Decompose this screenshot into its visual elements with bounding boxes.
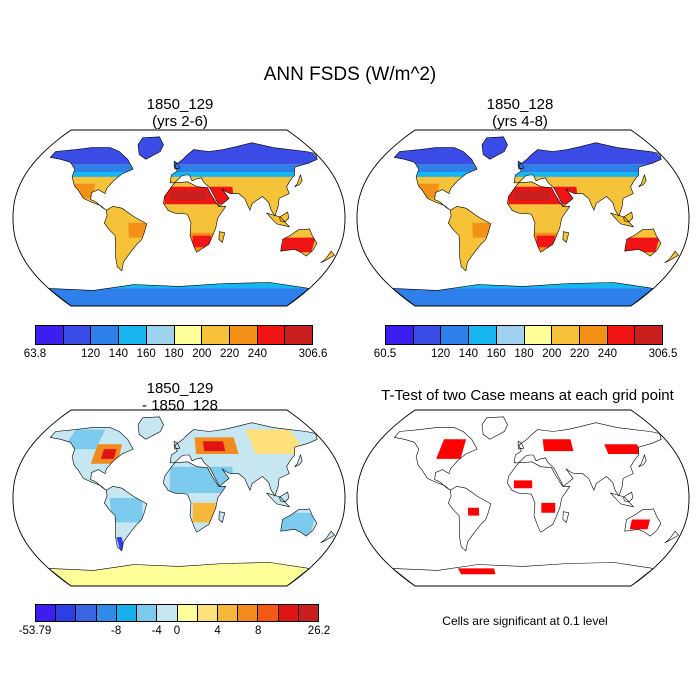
colorbar-swatch <box>441 326 470 344</box>
colorbar-swatch <box>217 605 239 621</box>
panel-title-line1: 1850_129 <box>146 96 214 113</box>
colorbar-tick-label: 220 <box>220 348 240 360</box>
panel-title-line1: 1850_129 <box>146 380 214 397</box>
panel-title-line2: (yrs 4-8) <box>492 113 548 130</box>
colorbar-tick-label: 160 <box>136 348 156 360</box>
colorbar-tick-label: 240 <box>247 348 267 360</box>
colorbar-swatch <box>238 605 259 621</box>
colorbar-swatch <box>202 326 230 344</box>
colorbar-tick-label: 60.5 <box>373 348 397 360</box>
colorbar-swatch <box>36 605 57 621</box>
colorbar-tick-label: 200 <box>192 348 212 360</box>
colorbar-tick-label: 306.5 <box>648 348 678 360</box>
map-border <box>12 129 346 307</box>
colorbar-swatch <box>229 326 258 344</box>
colorbar-swatch <box>96 605 117 621</box>
colorbar-swatch <box>258 605 279 621</box>
colorbar-tick-label: 240 <box>597 348 617 360</box>
colorbar-swatch <box>496 326 525 344</box>
colorbar-swatch <box>91 326 120 344</box>
map-border <box>12 409 346 587</box>
map-bottom-left <box>12 409 346 587</box>
colorbar-swatch <box>257 326 286 344</box>
map-field <box>436 439 651 575</box>
colorbar-tick-label: 120 <box>81 348 101 360</box>
panel-title-bottom-right: T-Test of two Case means at each grid po… <box>355 387 700 404</box>
colorbar-tick-label: 26.2 <box>307 625 331 637</box>
colorbar-swatch <box>285 326 313 344</box>
colorbar-swatch <box>157 605 178 621</box>
panel-title-top-left: 1850_129 (yrs 2-6) <box>80 96 280 130</box>
colorbar-swatch <box>635 326 663 344</box>
colorbar-tick-label: 0 <box>173 625 181 637</box>
colorbar-tick-label: 200 <box>542 348 562 360</box>
colorbar-swatch <box>137 605 158 621</box>
panel-title-line1: T-Test of two Case means at each grid po… <box>381 387 674 404</box>
colorbar-swatch <box>607 326 636 344</box>
map-background <box>357 410 689 586</box>
map-border <box>356 409 690 587</box>
colorbar-tick-label: 160 <box>486 348 506 360</box>
colorbar-swatch <box>469 326 497 344</box>
colorbar-swatch <box>298 605 319 621</box>
colorbar-swatch <box>177 605 198 621</box>
colorbar-tick-label: 4 <box>214 625 221 637</box>
colorbar-tick-label: 306.6 <box>298 348 328 360</box>
colorbar-tick-label: 220 <box>570 348 590 360</box>
colorbar-swatch <box>36 326 64 344</box>
colorbar-top-right <box>385 325 663 345</box>
colorbar-swatch <box>524 326 553 344</box>
colorbar-swatch <box>197 605 218 621</box>
colorbar-swatch <box>76 605 97 621</box>
colorbar-swatch <box>146 326 175 344</box>
colorbar-swatch <box>579 326 608 344</box>
colorbar-swatch <box>413 326 442 344</box>
colorbar-swatch <box>119 326 147 344</box>
colorbar-tick-label: 180 <box>164 348 184 360</box>
colorbar-tick-label: 180 <box>514 348 534 360</box>
panel-title-top-right: 1850_128 (yrs 4-8) <box>420 96 620 130</box>
colorbar-swatch <box>552 326 580 344</box>
map-top-left <box>12 129 346 307</box>
significance-note: Cells are significant at 0.1 level <box>442 614 608 628</box>
panel-title-line1: 1850_128 <box>486 96 554 113</box>
colorbar-tick-label: -53.79 <box>18 625 52 637</box>
colorbar-swatch <box>386 326 414 344</box>
coastlines <box>391 136 679 307</box>
colorbar-swatch <box>56 605 77 621</box>
panel-title-line2: (yrs 2-6) <box>152 113 208 130</box>
colorbar-top-left <box>35 325 313 345</box>
colorbar-tick-label: 63.8 <box>23 348 47 360</box>
colorbar-bottom-left <box>35 604 319 622</box>
colorbar-swatch <box>174 326 203 344</box>
figure-title: ANN FSDS (W/m^2) <box>263 64 437 85</box>
map-top-right <box>356 129 690 307</box>
colorbar-tick-label: 140 <box>108 348 128 360</box>
map-border <box>356 129 690 307</box>
colorbar-tick-label: -4 <box>151 625 162 637</box>
colorbar-swatch <box>278 605 299 621</box>
colorbar-tick-label: 140 <box>458 348 478 360</box>
colorbar-tick-label: -8 <box>111 625 122 637</box>
colorbar-tick-label: 8 <box>254 625 262 637</box>
coastlines <box>391 416 679 587</box>
colorbar-tick-label: 120 <box>431 348 451 360</box>
map-bottom-right <box>356 409 690 587</box>
colorbar-swatch <box>116 605 138 621</box>
colorbar-swatch <box>63 326 92 344</box>
